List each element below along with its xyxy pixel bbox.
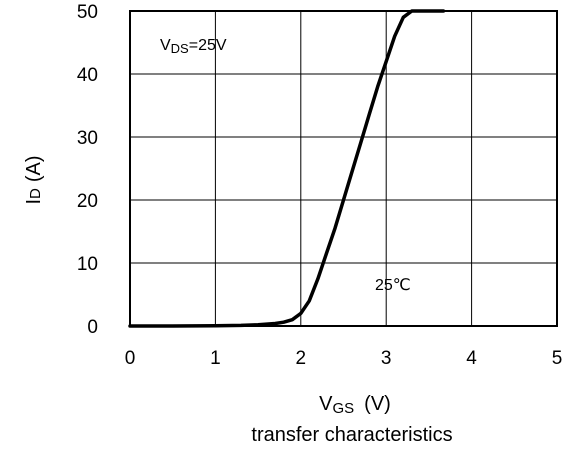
- y-label-unit: (A): [23, 155, 45, 182]
- x-tick-label-1: 1: [210, 348, 221, 369]
- chart-title: transfer characteristics: [251, 424, 452, 446]
- x-tick-label-0: 0: [125, 348, 136, 369]
- y-label-sub: D: [27, 188, 44, 199]
- y-label-main: I: [23, 199, 45, 205]
- x-tick-label-4: 4: [466, 348, 477, 369]
- x-axis-label: VGS (V): [319, 393, 391, 417]
- y-tick-label-3: 30: [77, 128, 98, 149]
- condition-sub: DS: [171, 41, 189, 56]
- series-group: [128, 9, 446, 328]
- series-line-0: [128, 9, 446, 328]
- condition-annotation: VDS=25V: [160, 37, 227, 56]
- x-label-unit: (V): [364, 393, 391, 415]
- x-tick-label-3: 3: [381, 348, 392, 369]
- plot-frame: [129, 10, 558, 327]
- y-tick-label-0: 0: [87, 317, 98, 338]
- series-label: 25℃: [375, 277, 411, 294]
- y-tick-label-5: 50: [77, 2, 98, 23]
- grid-lines: [130, 11, 557, 326]
- x-label-main: V: [319, 393, 333, 415]
- x-tick-label-5: 5: [552, 348, 563, 369]
- y-tick-labels: 0 10 20 30 40 50: [77, 2, 98, 338]
- y-tick-label-2: 20: [77, 191, 98, 212]
- condition-rest: =25V: [189, 37, 227, 54]
- x-tick-labels: 0 1 2 3 4 5: [125, 348, 563, 369]
- y-axis-label: ID (A): [23, 155, 45, 204]
- condition-main: V: [160, 37, 171, 54]
- y-tick-label-4: 40: [77, 65, 98, 86]
- x-label-sub: GS: [332, 400, 354, 417]
- y-tick-label-1: 10: [77, 254, 98, 275]
- x-tick-label-2: 2: [296, 348, 307, 369]
